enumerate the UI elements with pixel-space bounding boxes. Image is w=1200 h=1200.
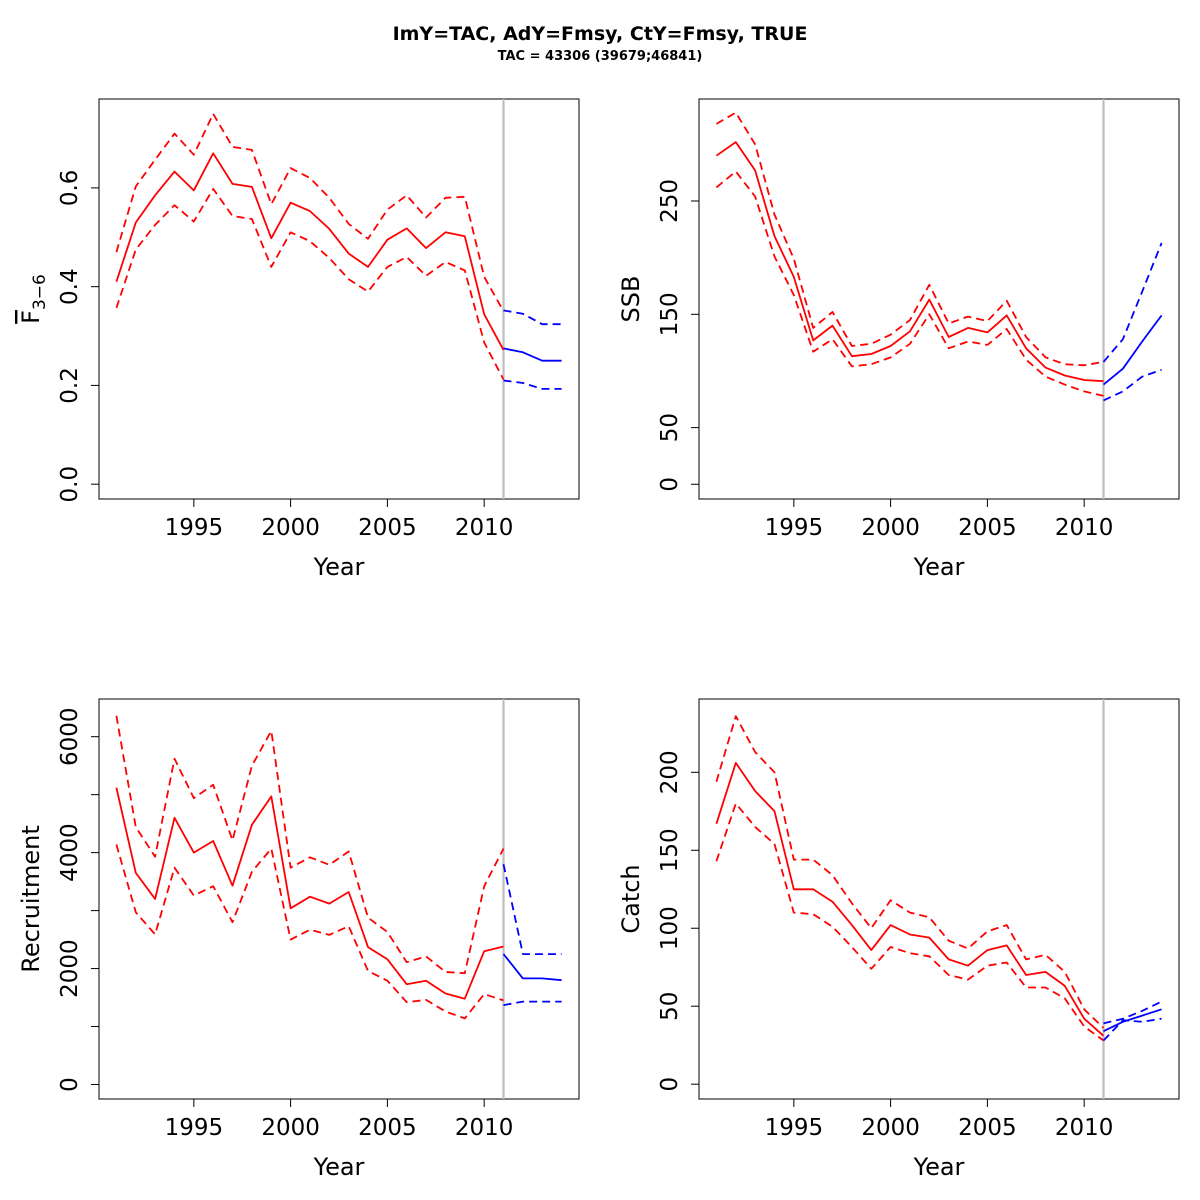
x-tick-label: 2005 xyxy=(958,1115,1017,1141)
forecast-ci-line xyxy=(1103,368,1162,402)
forecast-ci-line xyxy=(503,309,562,326)
forecast-ci-line xyxy=(1102,1017,1162,1042)
forecast-ci-line xyxy=(502,864,562,955)
y-tick-label: 0.0 xyxy=(57,466,83,503)
x-tick-label: 2010 xyxy=(455,515,514,541)
forecast-estimate-line xyxy=(1102,314,1163,386)
recruitment-panel: 1995 2000 2005 2010 0 2000 4000 6000 Year Recruit… xyxy=(17,698,580,1181)
ssb-panel: 1995 2000 2005 2010 0 50 150 250 Year SSB xyxy=(617,98,1180,581)
fbar-panel: 1995 2000 2005 2010 0.0 0.2 0.4 0.6 Year F3−6 xyxy=(17,98,580,581)
x-axis-title: Year xyxy=(913,1153,965,1181)
y-tick-label: 2000 xyxy=(57,939,83,998)
x-tick-label: 2010 xyxy=(1055,1115,1114,1141)
forecast-ci-line xyxy=(503,379,562,390)
y-tick-label: 0.4 xyxy=(57,268,83,305)
catch-panel: 1995 2000 2005 2010 0 50 100 150 200 Year Catch xyxy=(617,698,1180,1181)
plot-frame xyxy=(98,698,580,1100)
y-axis-title: Recruitment xyxy=(17,825,45,972)
y-axis-title: SSB xyxy=(617,276,645,323)
y-tick-label: 6000 xyxy=(57,707,83,766)
x-tick-label: 1995 xyxy=(165,515,224,541)
y-axis-title-main: F xyxy=(17,310,45,324)
x-tick-label: 2000 xyxy=(261,515,320,541)
historical-ci-line xyxy=(715,802,1105,1042)
y-tick-label: 150 xyxy=(657,828,683,872)
historical-ci-line xyxy=(115,715,505,975)
y-tick-label: 0 xyxy=(657,477,683,492)
y-tick-label: 200 xyxy=(657,750,683,794)
forecast-ci-line xyxy=(1103,1000,1162,1025)
y-tick-label: 0 xyxy=(657,1077,683,1092)
y-tick-label: 50 xyxy=(657,413,683,442)
x-axis-title: Year xyxy=(913,553,965,581)
historical-ci-line xyxy=(115,112,505,312)
plot-frame xyxy=(698,98,1180,500)
plot-frame xyxy=(98,98,580,500)
y-tick-label: 4000 xyxy=(57,823,83,882)
x-tick-label: 1995 xyxy=(765,515,824,541)
historical-ci-line xyxy=(115,187,505,380)
x-tick-label: 2005 xyxy=(358,1115,417,1141)
historical-estimate-line xyxy=(115,787,504,1000)
y-tick-label: 0.2 xyxy=(57,367,83,404)
x-axis-title: Year xyxy=(313,553,365,581)
y-tick-label: 100 xyxy=(657,906,683,950)
y-axis-title-sub: 3−6 xyxy=(30,274,50,310)
forecast-estimate-line xyxy=(502,953,562,982)
x-tick-label: 2000 xyxy=(861,1115,920,1141)
historical-estimate-line xyxy=(115,152,505,351)
historical-estimate-line xyxy=(715,141,1104,383)
y-axis-title: F3−6 xyxy=(17,274,50,324)
y-tick-label: 0 xyxy=(57,1077,83,1092)
x-tick-label: 2000 xyxy=(261,1115,320,1141)
historical-estimate-line xyxy=(715,762,1105,1037)
x-tick-label: 2010 xyxy=(455,1115,514,1141)
figure-subtitle: TAC = 43306 (39679;46841) xyxy=(498,49,703,64)
historical-ci-line xyxy=(715,170,1104,397)
x-axis-title: Year xyxy=(313,1153,365,1181)
y-tick-label: 50 xyxy=(657,992,683,1021)
x-tick-label: 2005 xyxy=(958,515,1017,541)
x-tick-label: 2000 xyxy=(861,515,920,541)
forecast-ci-line xyxy=(1102,242,1163,363)
historical-ci-line xyxy=(715,715,1105,1029)
forecast-estimate-line xyxy=(503,347,562,362)
forecast-ci-line xyxy=(503,1000,562,1006)
historical-ci-line xyxy=(715,111,1104,367)
x-tick-label: 1995 xyxy=(165,1115,224,1141)
x-tick-label: 2005 xyxy=(358,515,417,541)
figure-title: ImY=TAC, AdY=Fmsy, CtY=Fmsy, TRUE xyxy=(393,23,808,45)
forecast-estimate-line xyxy=(1103,1008,1162,1033)
y-axis-title: Catch xyxy=(617,864,645,933)
y-tick-label: 0.6 xyxy=(57,170,83,207)
plot-frame xyxy=(698,698,1180,1100)
x-tick-label: 2010 xyxy=(1055,515,1114,541)
y-tick-label: 150 xyxy=(657,292,683,336)
historical-ci-line xyxy=(115,844,504,1020)
x-tick-label: 1995 xyxy=(765,1115,824,1141)
y-tick-label: 250 xyxy=(657,179,683,223)
